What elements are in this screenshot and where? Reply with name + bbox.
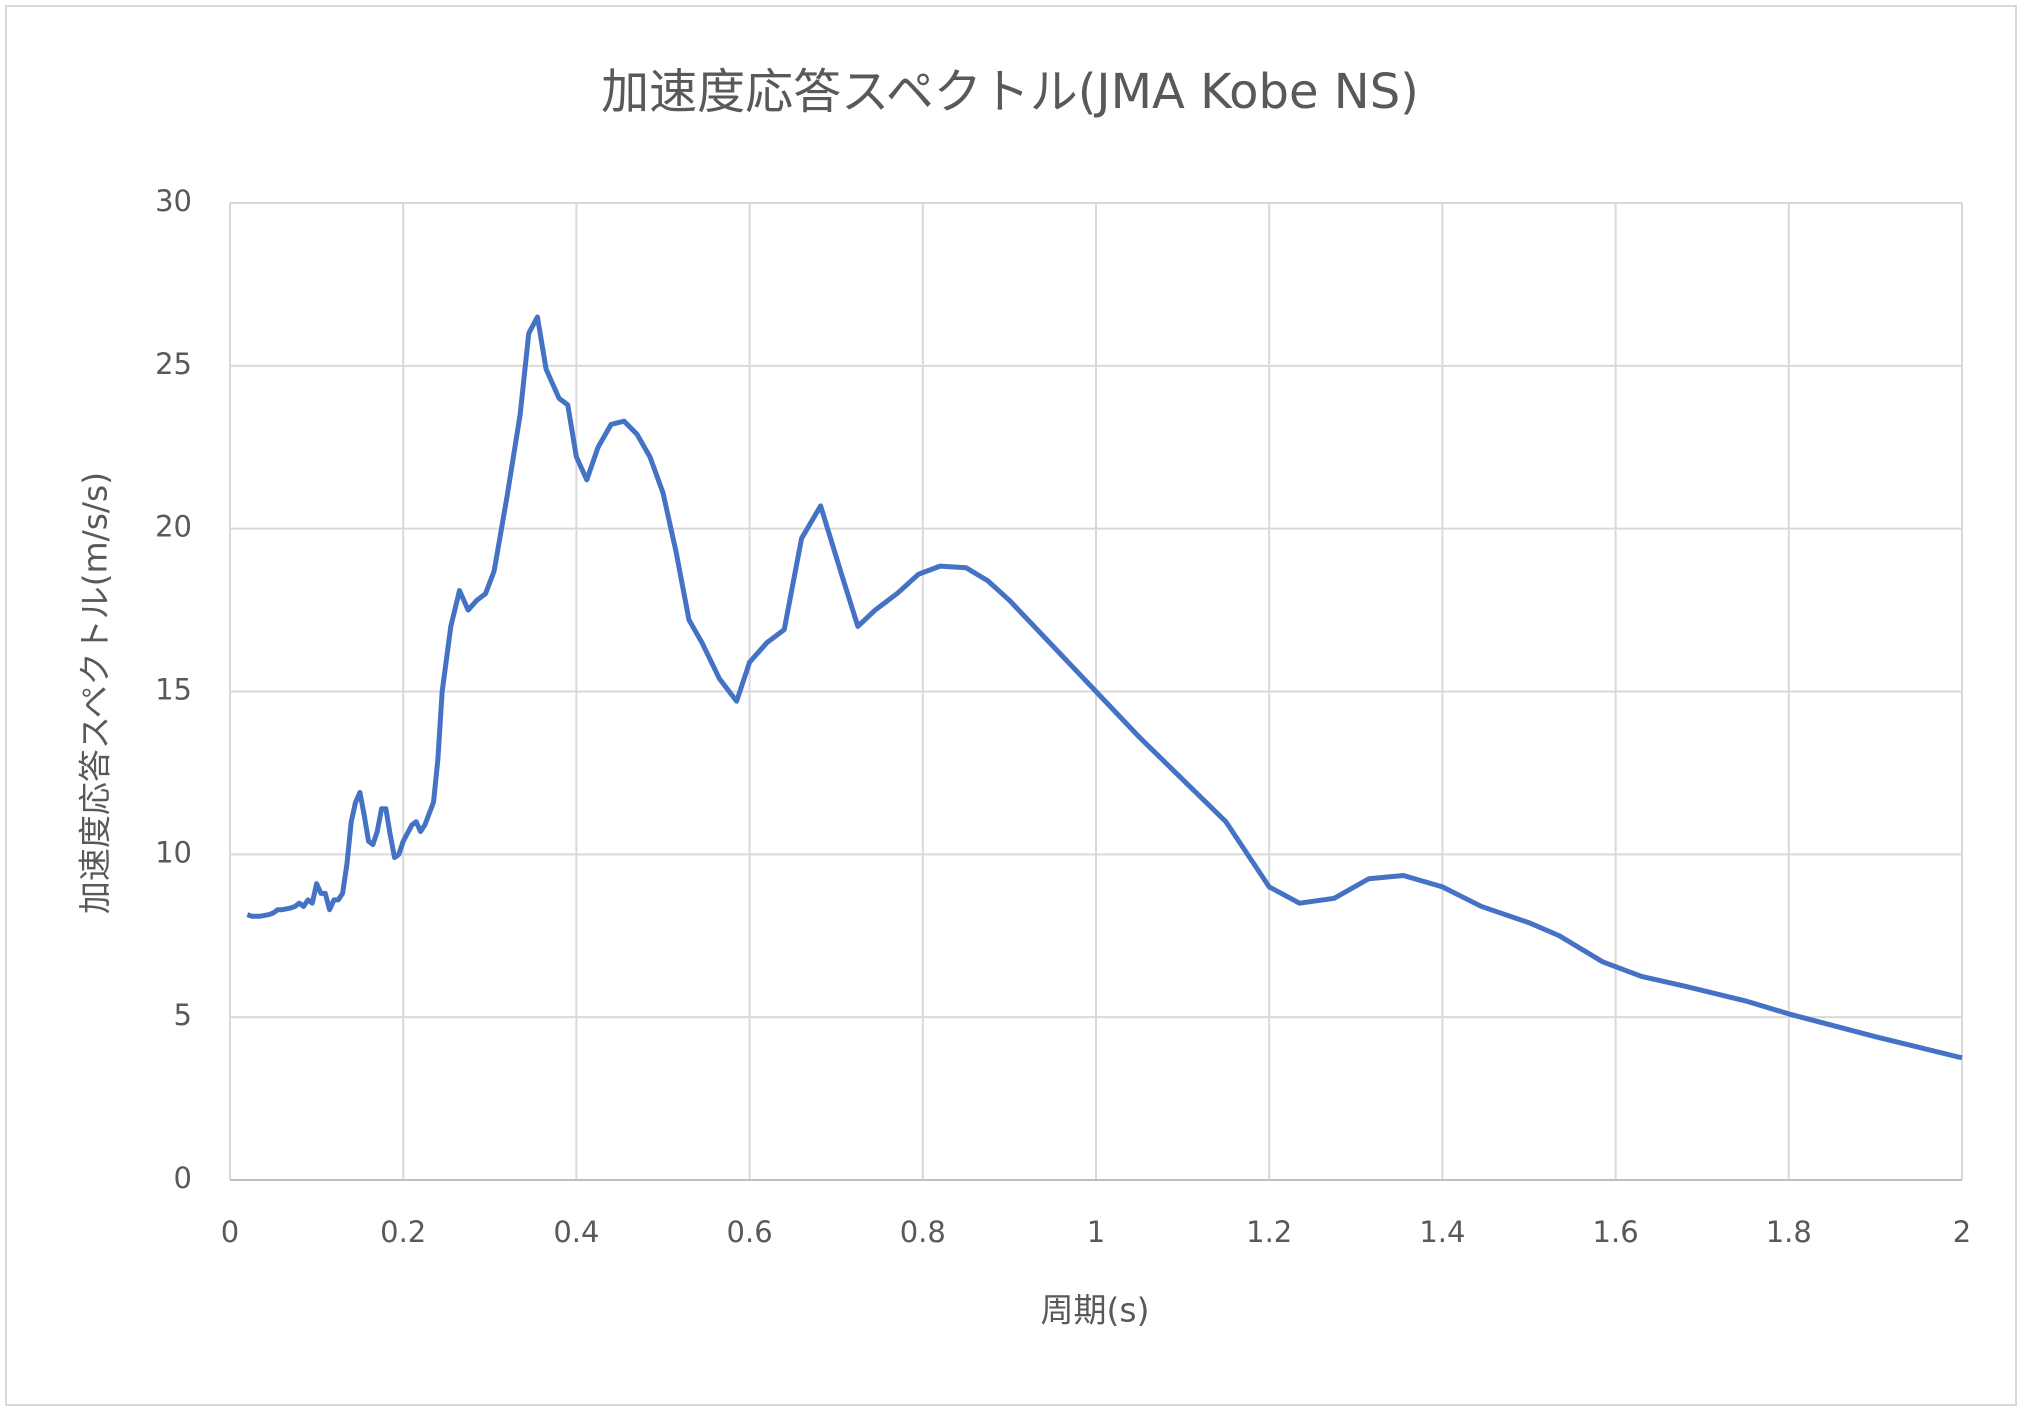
- x-tick-label: 1.8: [1766, 1215, 1812, 1249]
- y-tick-label: 10: [155, 835, 192, 869]
- x-tick-label: 0: [221, 1215, 239, 1249]
- x-tick-label: 0.6: [727, 1215, 773, 1249]
- y-tick-label: 5: [174, 998, 192, 1032]
- y-tick-label: 20: [155, 510, 192, 544]
- y-tick-label: 15: [155, 673, 192, 707]
- x-axis-title: 周期(s): [1041, 1291, 1150, 1330]
- y-tick-label: 30: [155, 184, 192, 218]
- x-tick-label: 2: [1953, 1215, 1971, 1249]
- x-tick-label: 1: [1087, 1215, 1105, 1249]
- x-tick-label: 0.2: [380, 1215, 426, 1249]
- x-tick-label: 0.4: [553, 1215, 599, 1249]
- y-tick-label: 25: [155, 347, 192, 381]
- chart-border: [5, 5, 2017, 1406]
- x-tick-label: 1.4: [1419, 1215, 1465, 1249]
- x-tick-label: 1.2: [1246, 1215, 1292, 1249]
- chart-title: 加速度応答スペクトル(JMA Kobe NS): [601, 64, 1419, 120]
- x-tick-label: 1.6: [1593, 1215, 1639, 1249]
- y-tick-label: 0: [174, 1161, 192, 1195]
- x-tick-label: 0.8: [900, 1215, 946, 1249]
- data-line: [246, 314, 1963, 1061]
- y-axis-title: 加速度応答スペクトル(m/s/s): [76, 472, 115, 914]
